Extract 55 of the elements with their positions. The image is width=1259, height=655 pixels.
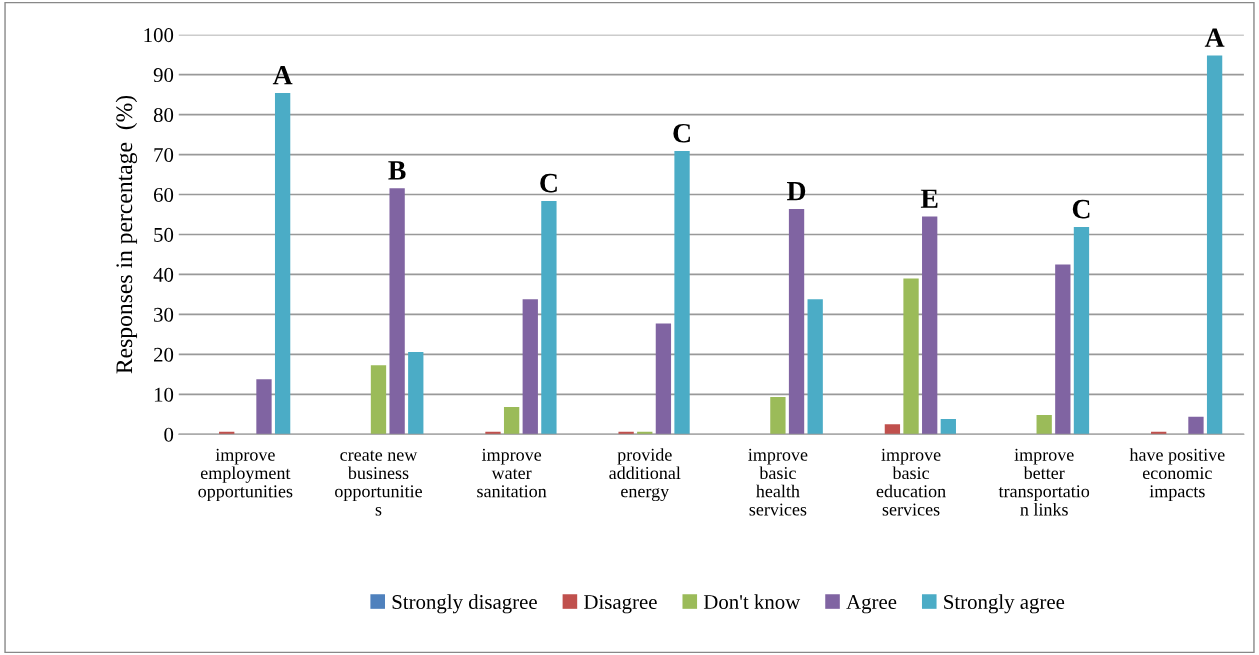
bar: [370, 365, 387, 435]
annotation: C: [1072, 199, 1090, 219]
legend-label: Strongly agree: [944, 594, 1065, 614]
x-tick-label: improve basic health services: [748, 448, 808, 516]
x-tick-label: improve better transportatio n links: [998, 448, 1090, 516]
legend-label: Don't know: [703, 594, 801, 610]
x-tick-label: provide additional energy: [609, 448, 681, 502]
bar: [1206, 55, 1223, 435]
y-tick-label: 20: [154, 347, 174, 362]
annotation: A: [272, 66, 293, 85]
annotation: A: [1204, 28, 1225, 47]
x-tick-label: have positive economic impacts: [1129, 448, 1225, 502]
annotation: C: [540, 173, 557, 193]
bar: [503, 407, 520, 435]
bar: [770, 397, 786, 435]
bar: [389, 188, 405, 435]
bar: [1055, 264, 1071, 435]
x-tick-label: create new business opportunitie s: [335, 450, 422, 516]
bar: [1073, 226, 1090, 435]
legend-label: Disagree: [584, 595, 657, 614]
bar: [1036, 415, 1052, 435]
legend-label: Agree: [846, 595, 897, 614]
bar: [903, 278, 919, 435]
bar: [1188, 416, 1204, 435]
y-tick-label: 80: [153, 108, 174, 123]
x-tick-label: improve basic education services: [876, 448, 946, 516]
bar: [940, 419, 956, 435]
y-tick-label: 70: [154, 147, 174, 163]
bar: [884, 424, 901, 435]
bar: [256, 379, 272, 435]
annotation: D: [787, 182, 806, 201]
y-tick-label: 60: [153, 187, 174, 202]
bar: [408, 351, 424, 435]
y-tick-label: 10: [154, 387, 174, 402]
y-axis-title: Responses in percentage (%): [115, 95, 138, 374]
y-tick-label: 40: [153, 267, 174, 282]
y-tick-label: 50: [154, 227, 174, 242]
bar: [674, 150, 690, 435]
bar: [541, 200, 557, 435]
bar: [274, 93, 291, 435]
bar: [788, 208, 805, 435]
annotation: B: [388, 161, 406, 180]
y-tick-label: 30: [154, 307, 174, 322]
bar: [807, 299, 823, 435]
y-tick-label: 100: [144, 28, 174, 43]
annotation: C: [673, 123, 690, 143]
bar: [922, 216, 938, 435]
y-tick-label: 90: [153, 68, 174, 83]
bar: [522, 299, 538, 435]
bar: [655, 323, 672, 435]
x-tick-label: improve water sanitation: [477, 448, 547, 498]
y-tick-label: 0: [164, 427, 174, 442]
x-tick-label: improve employment opportunities: [198, 448, 293, 502]
annotation: E: [920, 189, 938, 208]
legend-label: Strongly disagree: [392, 594, 537, 614]
